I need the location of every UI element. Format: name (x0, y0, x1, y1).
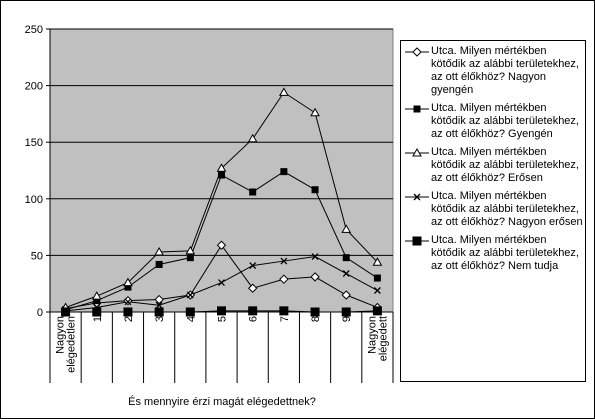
marker (342, 270, 350, 277)
legend-symbol (405, 147, 429, 157)
legend-label: Utca. Milyen mértékben kötődik az alábbi… (431, 190, 583, 228)
legend-symbol (405, 193, 429, 201)
marker (154, 307, 164, 317)
legend-label: Utca. Milyen mértékben kötődik az alábbi… (431, 146, 579, 184)
legend-entry: Utca. Milyen mértékben kötődik az alábbi… (403, 234, 583, 273)
y-tick-label: 150 (25, 137, 43, 149)
marker (412, 47, 422, 57)
x-tick-label: Nagyonelégedetlen (55, 316, 78, 373)
marker (372, 306, 382, 316)
legend-entry: Utca. Milyen mértékben kötődik az alábbi… (403, 146, 583, 185)
legend-entry: Utca. Milyen mértékben kötődik az alábbi… (403, 45, 583, 97)
marker (124, 298, 132, 306)
marker (413, 193, 421, 201)
marker (341, 307, 351, 317)
y-tick-label: 100 (25, 194, 43, 206)
marker (280, 168, 288, 176)
legend-symbol (405, 236, 429, 246)
marker (218, 279, 225, 287)
marker (91, 291, 102, 300)
marker (310, 307, 320, 317)
x-tick-label: 4 (185, 316, 197, 322)
x-tick-label: 3 (154, 316, 166, 322)
marker (218, 171, 225, 179)
y-tick-label: 50 (31, 250, 43, 262)
marker (373, 287, 381, 294)
x-tick-label: 1 (92, 316, 104, 322)
legend-entry: Utca. Milyen mértékben kötődik az alábbi… (403, 190, 583, 229)
marker (373, 274, 381, 282)
legend: Utca. Milyen mértékben kötődik az alábbi… (400, 40, 586, 382)
marker (412, 236, 422, 246)
marker (413, 105, 421, 113)
marker (310, 107, 320, 117)
legend-entry: Utca. Milyen mértékben kötődik az alábbi… (403, 102, 583, 141)
marker (123, 307, 133, 317)
y-tick-label: 250 (25, 24, 43, 36)
marker (186, 291, 194, 299)
marker (341, 290, 351, 300)
marker (279, 274, 289, 284)
x-tick-label: 8 (310, 316, 322, 322)
x-tick-label: 9 (341, 316, 353, 322)
marker (249, 262, 257, 270)
marker (185, 307, 195, 317)
marker (311, 186, 319, 194)
x-tick-label: 2 (123, 316, 135, 322)
marker (217, 306, 226, 316)
marker (155, 301, 163, 309)
x-tick-label: 7 (279, 316, 291, 322)
marker (280, 257, 288, 265)
marker (186, 254, 194, 262)
marker (247, 133, 258, 143)
x-axis-label: És mennyire érzi magát elégedettnek? (128, 395, 316, 408)
x-tick-label: 6 (248, 316, 260, 322)
marker (279, 87, 289, 96)
marker (155, 260, 163, 268)
x-tick-label: 5 (217, 316, 229, 322)
marker (216, 240, 227, 250)
marker (216, 163, 227, 172)
legend-label: Utca. Milyen mértékben kötődik az alábbi… (431, 102, 579, 140)
marker (154, 294, 164, 305)
marker (247, 283, 258, 293)
marker (310, 272, 320, 282)
marker (311, 253, 319, 260)
y-tick-label: 0 (37, 307, 43, 319)
legend-symbol (405, 47, 429, 57)
marker (248, 306, 258, 316)
marker (341, 224, 352, 233)
legend-label: Utca. Milyen mértékben kötődik az alábbi… (431, 234, 579, 272)
marker (92, 307, 102, 317)
marker (185, 245, 196, 255)
legend-symbol (405, 105, 429, 113)
marker (61, 307, 71, 317)
marker (123, 277, 133, 287)
marker (412, 147, 422, 157)
y-tick-label: 200 (25, 81, 43, 93)
marker (249, 188, 257, 196)
marker (372, 257, 383, 266)
marker (154, 246, 164, 256)
x-tick-label: Nagyonelégedett (366, 316, 389, 361)
legend-label: Utca. Milyen mértékben kötődik az alábbi… (431, 45, 579, 96)
marker (342, 254, 350, 262)
marker (279, 306, 289, 316)
